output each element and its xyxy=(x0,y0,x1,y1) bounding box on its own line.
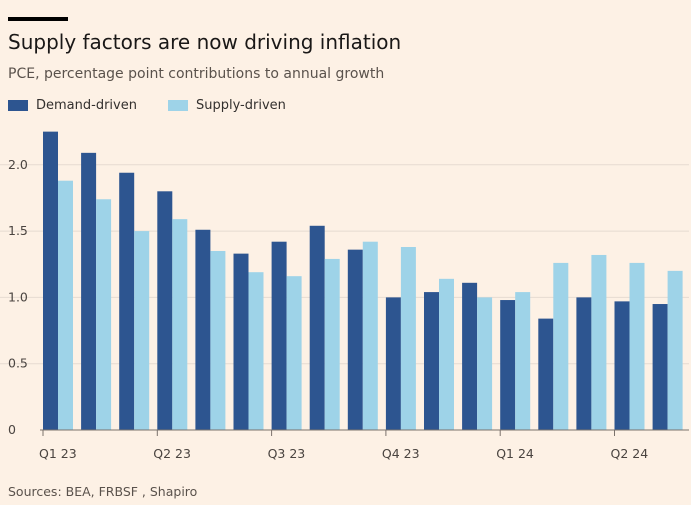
supply-bar xyxy=(96,199,112,430)
demand-bar xyxy=(271,241,287,430)
demand-bar xyxy=(81,152,97,430)
x-tick-label: Q3 23 xyxy=(268,446,306,461)
x-tick-label: Q1 23 xyxy=(39,446,77,461)
demand-bar xyxy=(385,297,401,430)
header-rule xyxy=(8,17,68,21)
supply-bar xyxy=(134,231,150,430)
demand-bar xyxy=(576,297,592,430)
legend-item-supply: Supply-driven xyxy=(167,98,286,113)
supply-bar xyxy=(439,278,454,430)
legend-label-supply: Supply-driven xyxy=(195,98,286,113)
supply-bar xyxy=(591,254,607,430)
demand-bar xyxy=(157,191,173,430)
supply-bar xyxy=(362,241,378,430)
supply-bar xyxy=(553,262,569,430)
y-tick-label: 0.5 xyxy=(8,356,28,371)
demand-bar xyxy=(309,225,325,430)
y-tick-label: 1.0 xyxy=(8,289,28,304)
chart-subtitle: PCE, percentage point contributions to a… xyxy=(8,66,385,82)
supply-bar xyxy=(324,258,340,430)
demand-bar xyxy=(652,304,668,430)
supply-bar xyxy=(477,297,493,430)
supply-bar xyxy=(400,247,416,430)
y-tick-label: 1.5 xyxy=(8,223,28,238)
demand-bar xyxy=(233,253,249,430)
legend-item-demand: Demand-driven xyxy=(8,98,137,113)
demand-bar xyxy=(462,282,478,430)
legend-label-demand: Demand-driven xyxy=(36,98,137,113)
demand-bar xyxy=(538,318,554,430)
x-tick-label: Q2 24 xyxy=(611,446,649,461)
legend-swatch-supply xyxy=(167,100,188,111)
supply-bar xyxy=(172,219,188,430)
demand-bar xyxy=(119,172,135,430)
y-tick-label: 2.0 xyxy=(8,157,28,172)
demand-bar xyxy=(43,131,58,430)
demand-bar xyxy=(195,229,211,430)
x-tick-label: Q1 24 xyxy=(496,446,534,461)
supply-bar xyxy=(210,250,226,430)
supply-bar xyxy=(515,292,531,430)
supply-bar xyxy=(58,180,73,430)
demand-bar xyxy=(347,249,363,430)
x-tick-label: Q4 23 xyxy=(382,446,420,461)
supply-bar xyxy=(248,272,264,430)
supply-bar xyxy=(629,262,645,430)
x-tick-label: Q2 23 xyxy=(153,446,191,461)
legend-swatch-demand xyxy=(8,100,28,111)
source-note: Sources: BEA, FRBSF , Shapiro xyxy=(8,484,198,499)
demand-bar xyxy=(500,300,516,430)
legend: Demand-driven Supply-driven xyxy=(8,98,317,113)
demand-bar xyxy=(614,301,630,430)
supply-bar xyxy=(667,270,683,430)
chart-title: Supply factors are now driving inflation xyxy=(8,30,402,54)
supply-bar xyxy=(286,276,302,430)
demand-bar xyxy=(424,292,439,430)
y-tick-label: 0 xyxy=(8,422,16,437)
